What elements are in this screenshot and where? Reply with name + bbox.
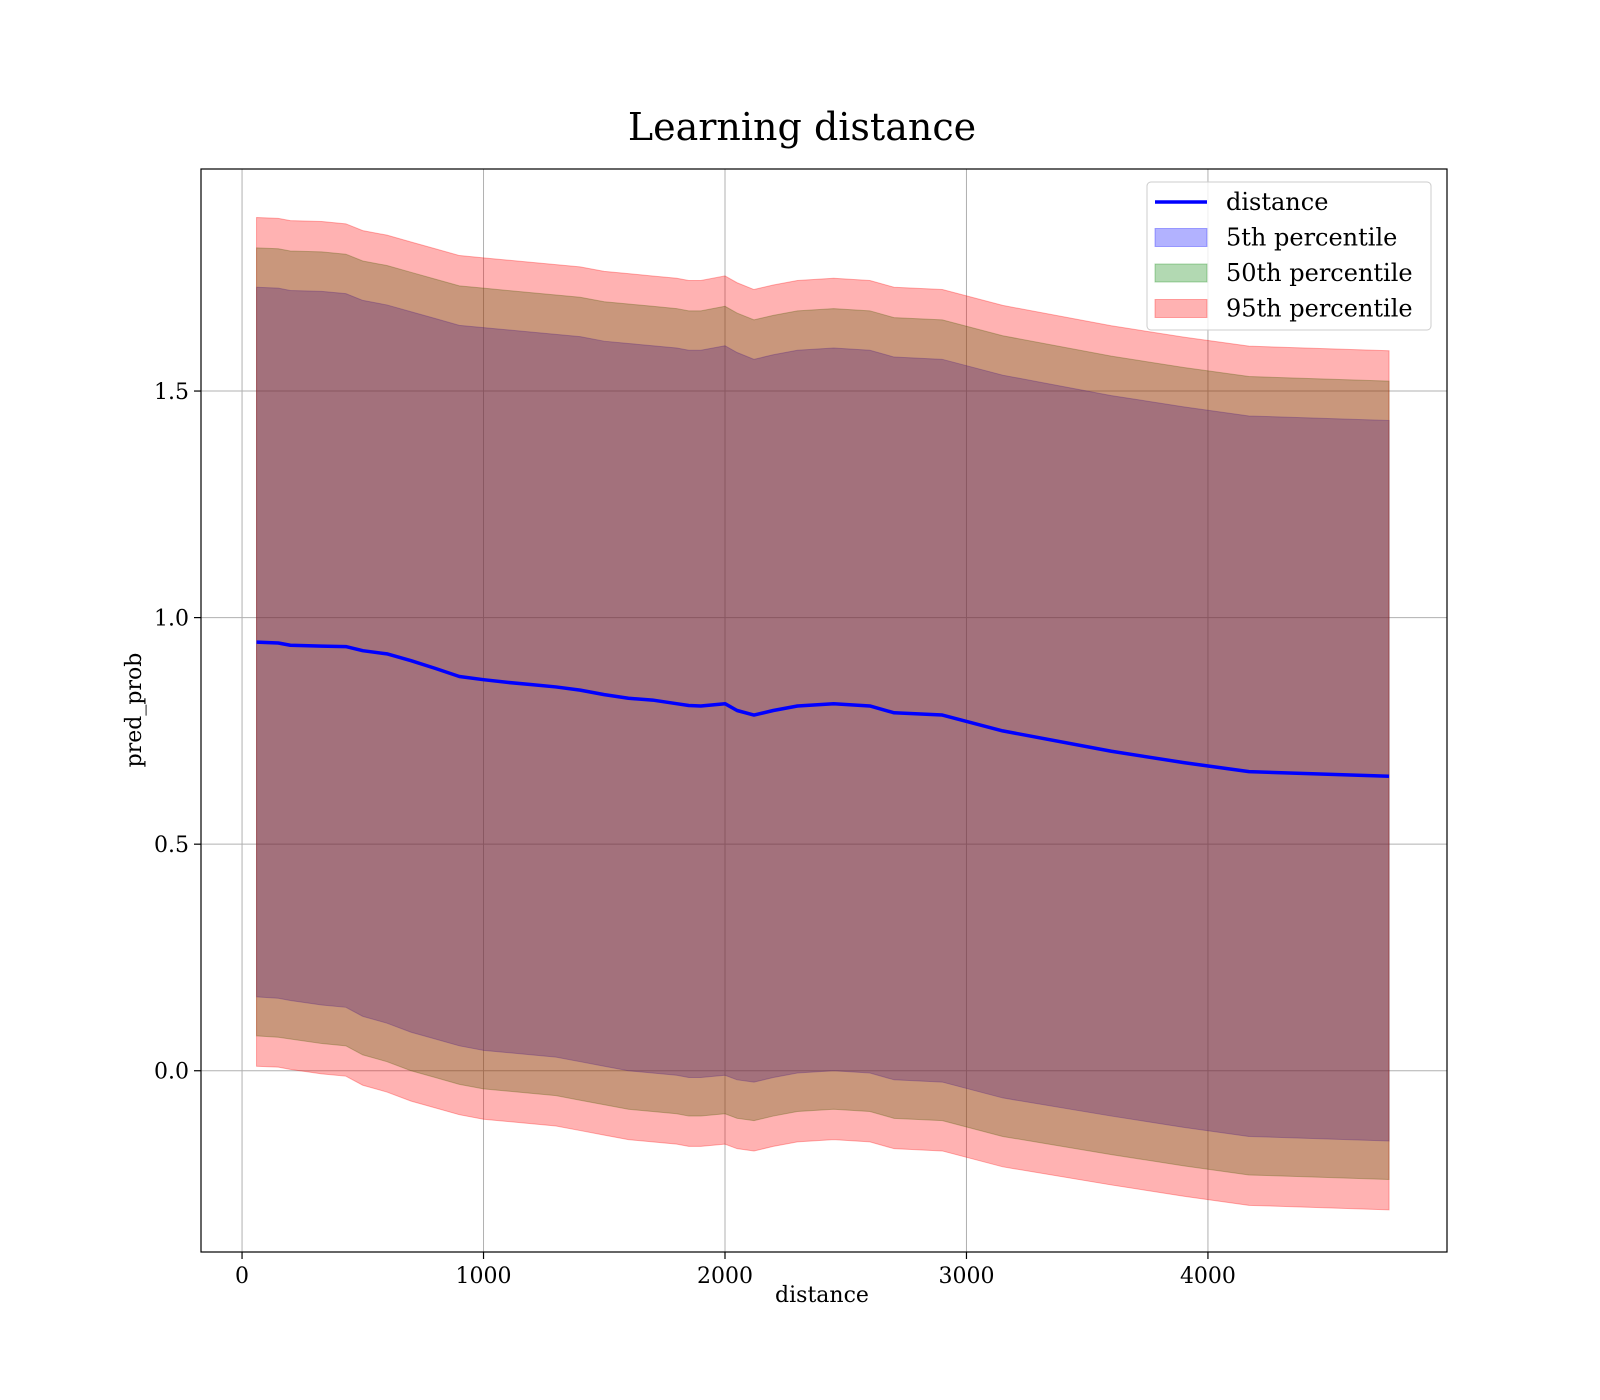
legend-label-50th-percentile: 50th percentile: [1226, 259, 1413, 287]
x-tick-label: 2000: [697, 1264, 753, 1289]
x-axis-label: distance: [775, 1283, 869, 1308]
line-distance: [256, 640, 1390, 778]
band-50th-percentile: [256, 247, 1390, 1181]
chart-title: Learning distance: [628, 105, 976, 149]
y-tick-label: 0.0: [154, 1060, 189, 1085]
band-95th-percentile: [256, 216, 1390, 1211]
legend-label-5th-percentile: 5th percentile: [1226, 224, 1397, 252]
x-tick-label: 1000: [456, 1264, 512, 1289]
legend-label-95th-percentile: 95th percentile: [1226, 295, 1413, 323]
y-tick-label: 0.5: [154, 833, 189, 858]
series-lines: [256, 640, 1390, 778]
legend-box: [1146, 181, 1432, 331]
y-tick-label: 1.0: [154, 607, 189, 632]
x-tick-label: 4000: [1180, 1264, 1236, 1289]
plot-frame: [200, 168, 1448, 1253]
grid: [201, 169, 1447, 1252]
legend-label-distance: distance: [1226, 188, 1328, 216]
x-tick-label: 3000: [938, 1264, 994, 1289]
x-axis-ticks: 0 1000 2000 3000 4000: [235, 1252, 1236, 1289]
y-tick-label: 1.5: [154, 380, 189, 405]
legend-swatch-5th-percentile: [1154, 228, 1208, 247]
x-tick-label: 0: [235, 1264, 249, 1289]
percentile-bands: [256, 216, 1390, 1211]
legend-swatch-95th-percentile: [1154, 299, 1208, 318]
legend: distance 5th percentile 50th percentile 95t…: [1146, 181, 1432, 331]
y-axis-ticks: 0.0 0.5 1.0 1.5: [154, 380, 201, 1085]
legend-swatch-50th-percentile: [1154, 263, 1208, 283]
y-axis-label: pred_prob: [122, 653, 147, 768]
band-5th-percentile: [256, 286, 1390, 1142]
